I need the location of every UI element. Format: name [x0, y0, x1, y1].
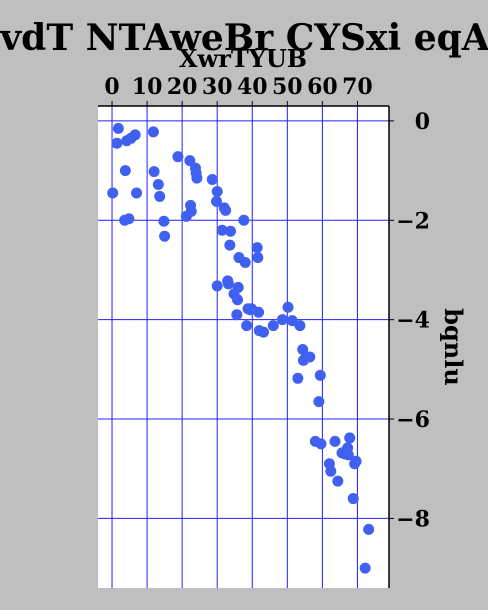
data-point — [251, 242, 263, 254]
data-point — [359, 562, 371, 574]
data-point — [112, 122, 124, 134]
data-point — [211, 280, 223, 292]
data-point — [238, 214, 250, 226]
data-point — [185, 205, 197, 217]
data-point — [107, 187, 119, 199]
data-point — [347, 493, 359, 505]
data-point — [220, 204, 232, 216]
data-point — [123, 213, 135, 225]
data-point — [222, 278, 234, 290]
data-point — [147, 126, 159, 138]
y-tick-label: −2 — [396, 208, 430, 234]
data-point — [342, 449, 354, 461]
x-tick-label: 50 — [272, 74, 303, 100]
data-point — [172, 151, 184, 163]
data-point — [239, 257, 251, 269]
data-point — [276, 314, 288, 326]
data-point — [292, 372, 304, 384]
data-point — [350, 455, 362, 467]
x-tick-label: 60 — [307, 74, 338, 100]
data-point — [313, 396, 325, 408]
data-point — [191, 172, 203, 184]
x-tick-label: 70 — [342, 74, 373, 100]
data-point — [315, 438, 327, 450]
data-point — [111, 137, 123, 149]
data-point — [225, 225, 237, 237]
y-tick-labels: 0 −2 −4 −6 −8 — [389, 109, 430, 532]
data-point — [257, 326, 269, 338]
data-point — [158, 215, 170, 227]
data-point — [211, 195, 223, 207]
data-point — [216, 224, 228, 236]
data-point — [232, 294, 244, 306]
data-point — [325, 465, 337, 477]
data-point — [304, 351, 316, 363]
y-tick-label: −6 — [396, 407, 430, 433]
data-point — [231, 309, 243, 321]
data-point — [154, 190, 166, 202]
x-tick-label: 30 — [202, 74, 233, 100]
data-point — [344, 432, 356, 444]
data-point — [314, 369, 326, 381]
axes — [98, 105, 390, 588]
y-tick-label: −8 — [396, 506, 430, 532]
data-point — [282, 301, 294, 313]
data-point — [294, 320, 306, 332]
data-point — [253, 306, 265, 318]
data-point — [329, 435, 341, 447]
data-point — [224, 239, 236, 251]
y-tick-label: −4 — [396, 308, 430, 334]
y-axis-label: bqnlu — [439, 308, 468, 386]
data-point — [148, 166, 160, 178]
data-point — [131, 187, 143, 199]
data-point — [363, 523, 375, 535]
y-tick-label: 0 — [415, 109, 430, 135]
data-point — [211, 185, 223, 197]
data-point — [159, 230, 171, 242]
data-point — [232, 281, 244, 293]
data-point — [267, 320, 279, 332]
data-point — [129, 129, 141, 141]
data-point — [252, 252, 264, 264]
x-tick-labels: 0 10 20 30 40 50 60 70 — [104, 74, 373, 106]
data-point — [206, 174, 218, 186]
x-tick-label: 0 — [104, 74, 119, 100]
x-tick-label: 10 — [132, 74, 163, 100]
plot-area — [98, 106, 389, 588]
data-point — [184, 155, 196, 167]
data-point — [152, 179, 164, 191]
data-points — [107, 122, 375, 574]
x-axis-label: XwrTYUB — [179, 44, 307, 73]
x-tick-label: 20 — [167, 74, 198, 100]
data-point — [241, 320, 253, 332]
data-point — [119, 165, 131, 177]
chart-title: vdT NTAweBr CYSxi eqA — [0, 17, 488, 59]
data-point — [332, 475, 344, 487]
x-tick-label: 40 — [237, 74, 268, 100]
